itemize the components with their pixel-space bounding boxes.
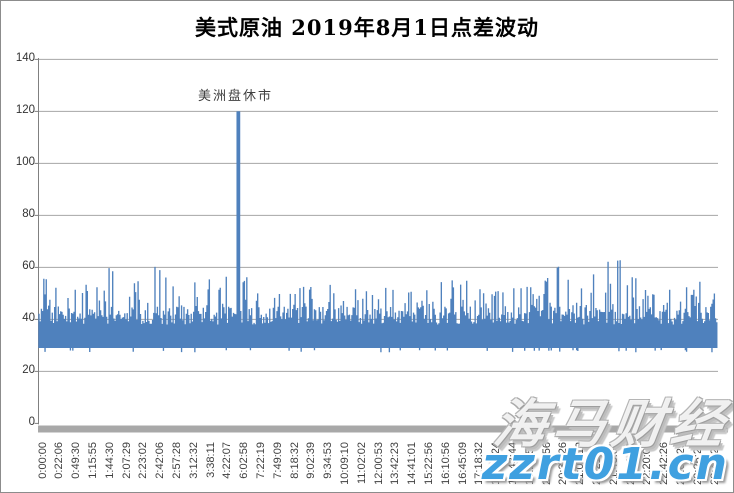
x-tick-label-text: 17:18:32 — [473, 442, 486, 485]
x-axis-band — [38, 425, 728, 433]
x-tick-label-text: 0:49:30 — [70, 442, 83, 479]
x-tick-label-text: 2:07:29 — [120, 442, 133, 479]
x-tick-label-text: 23:04:29 — [674, 442, 687, 485]
x-tick-label-text: 0:00:00 — [36, 442, 49, 479]
x-tick-label-text: 20:05:56 — [540, 442, 553, 485]
x-tick-label-text: 10:09:10 — [338, 442, 351, 485]
x-tick-label-text: 12:00:53 — [372, 442, 385, 485]
x-tick-label-text: 9:02:39 — [305, 442, 318, 479]
x-tick-label-text: 22:00:37 — [624, 442, 637, 485]
x-tick-label-text: 14:41:01 — [406, 442, 419, 485]
x-tick-label-text: 20:33:26 — [557, 442, 570, 485]
x-tick-label-text: 7:49:09 — [271, 442, 284, 479]
x-tick-label-text: 11:02:02 — [355, 442, 368, 485]
x-tick-label-text: 2:42:06 — [154, 442, 167, 479]
x-tick-label-text: 3:12:32 — [187, 442, 200, 479]
x-tick-label-text: 22:20:03 — [641, 442, 654, 485]
y-tick-label: 20 — [22, 364, 35, 377]
x-tick-label-text: 18:43:44 — [506, 442, 519, 485]
x-tick-label-text: 2:23:02 — [137, 442, 150, 479]
x-tick-label-text: 19:25:56 — [523, 442, 536, 485]
x-tick-label-text: 7:22:19 — [254, 442, 267, 479]
x-tick-label-text: 16:10:56 — [439, 442, 452, 485]
x-tick-label-text: 3:38:11 — [204, 442, 217, 478]
x-tick-label-text: 23:40:24 — [708, 442, 721, 485]
x-tick-label-text: 21:21:38 — [590, 442, 603, 485]
spread-bars — [38, 111, 718, 353]
chart-title: 美式原油 2019年8月1日点差波动 — [195, 15, 539, 40]
y-tick-label: 60 — [22, 260, 35, 273]
x-tick-label-text: 21:43:06 — [607, 442, 620, 485]
spike-annotation: 美洲盘休市 — [198, 88, 274, 103]
x-tick-label-text: 1:44:30 — [103, 442, 116, 479]
y-tick-label: 140 — [15, 52, 35, 65]
x-tick-label-text: 9:34:53 — [322, 442, 335, 479]
y-tick-label: 100 — [15, 156, 35, 169]
x-tick-label-text: 1:15:55 — [86, 442, 99, 479]
x-tick-label-text: 8:18:32 — [288, 442, 301, 479]
y-tick-label: 40 — [22, 312, 35, 325]
x-tick-label-text: 0:22:06 — [53, 442, 66, 479]
x-tick-label-text: 4:22:07 — [221, 442, 234, 479]
x-tick-label-text: 2:57:28 — [170, 442, 183, 479]
x-tick-label-text: 13:42:23 — [389, 442, 402, 485]
x-tick-label: 23:40:24 — [709, 438, 734, 485]
x-tick-label-text: 15:22:56 — [422, 442, 435, 485]
x-tick-label-text: 22:42:26 — [658, 442, 671, 485]
holiday-spike-bar — [237, 111, 240, 349]
x-tick-label-text: 21:05:12 — [574, 442, 587, 485]
x-tick-label-text: 23:26:23 — [691, 442, 704, 485]
x-tick-label-text: 6:02:58 — [238, 442, 251, 479]
x-tick-label-text: 18:06:24 — [490, 442, 503, 485]
x-tick-label-text: 16:45:09 — [456, 442, 469, 485]
y-tick-label: 120 — [15, 104, 35, 117]
y-tick-label: 80 — [22, 208, 35, 221]
y-tick-label: 0 — [28, 416, 35, 429]
